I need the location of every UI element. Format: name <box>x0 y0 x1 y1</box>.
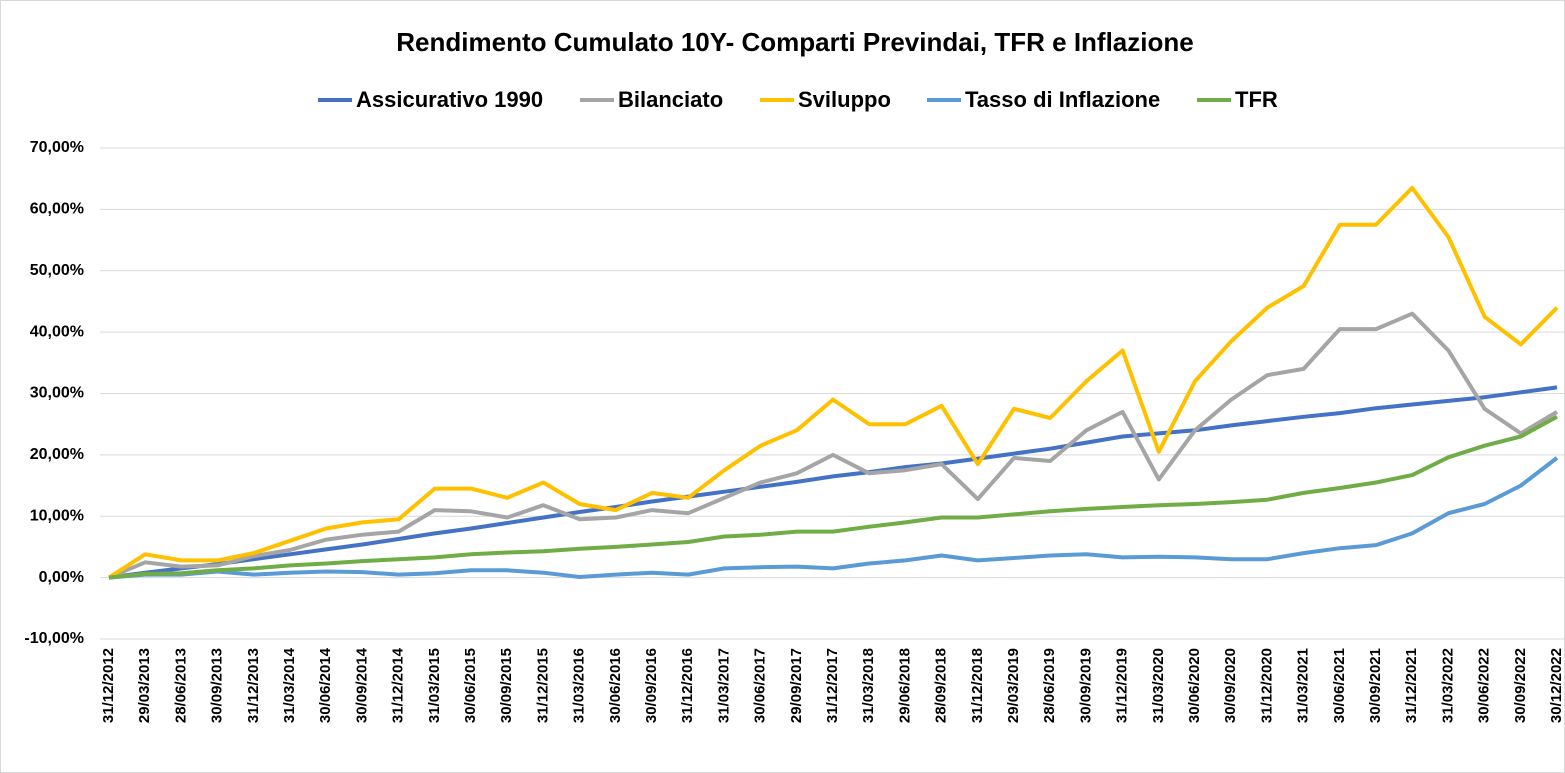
x-tick-label: 31/12/2013 <box>245 648 262 723</box>
y-tick-label: 30,00% <box>30 385 84 402</box>
x-tick-label: 30/09/2015 <box>498 648 515 723</box>
series-line <box>108 385 1558 580</box>
x-tick-label: 31/03/2022 <box>1439 648 1456 723</box>
x-tick-label: 31/12/2019 <box>1114 648 1131 723</box>
x-tick-label: 31/03/2016 <box>571 648 588 723</box>
y-tick-label: 60,00% <box>30 201 84 218</box>
legend-label: Tasso di Inflazione <box>965 87 1160 112</box>
x-tick-label: 30/09/2022 <box>1512 648 1529 723</box>
x-tick-label: 30/09/2020 <box>1222 648 1239 723</box>
x-tick-label: 30/06/2016 <box>607 648 624 723</box>
x-tick-label: 31/03/2014 <box>281 647 298 723</box>
x-tick-label: 30/09/2021 <box>1367 648 1384 723</box>
x-tick-label: 31/03/2021 <box>1295 648 1312 723</box>
x-tick-label: 30/09/2014 <box>353 647 370 723</box>
series-line <box>108 456 1559 580</box>
x-tick-label: 30/06/2015 <box>462 648 479 723</box>
x-tick-label: 30/06/2021 <box>1331 648 1348 723</box>
series-line <box>108 311 1559 580</box>
x-tick-label: 31/12/2020 <box>1258 648 1275 723</box>
y-tick-label: 50,00% <box>30 262 84 279</box>
x-tick-label: 29/03/2013 <box>136 648 153 723</box>
x-tick-label: 29/09/2017 <box>788 648 805 723</box>
x-tick-label: 31/12/2021 <box>1403 648 1420 723</box>
x-tick-label: 30/06/2017 <box>752 648 769 723</box>
y-tick-label: 0,00% <box>39 569 84 586</box>
series-line <box>108 415 1558 580</box>
legend-label: Assicurativo 1990 <box>356 87 543 112</box>
x-tick-label: 30/06/2020 <box>1186 648 1203 723</box>
y-tick-label: 10,00% <box>30 507 84 524</box>
x-tick-label: 30/06/2022 <box>1476 648 1493 723</box>
x-tick-label: 31/12/2016 <box>679 648 696 723</box>
x-tick-label: 31/12/2015 <box>534 648 551 723</box>
x-tick-label: 31/03/2017 <box>715 648 732 723</box>
x-tick-label: 29/06/2018 <box>896 648 913 723</box>
x-tick-label: 28/06/2019 <box>1041 648 1058 723</box>
x-tick-label: 30/12/2022 <box>1548 648 1565 723</box>
y-tick-label: 70,00% <box>30 139 84 156</box>
chart-title: Rendimento Cumulato 10Y- Comparti Previn… <box>396 27 1193 57</box>
x-tick-label: 31/12/2012 <box>100 648 117 723</box>
x-tick-label: 31/03/2018 <box>860 648 877 723</box>
x-tick-label: 30/09/2013 <box>209 648 226 723</box>
y-tick-label: -10,00% <box>24 630 84 647</box>
x-tick-label: 28/06/2013 <box>172 648 189 723</box>
legend-label: Bilanciato <box>618 87 723 112</box>
x-tick-label: 28/09/2018 <box>933 648 950 723</box>
y-tick-label: 20,00% <box>30 446 84 463</box>
x-tick-label: 30/09/2019 <box>1077 648 1094 723</box>
y-tick-label: 40,00% <box>30 323 84 340</box>
x-tick-label: 31/03/2020 <box>1150 648 1167 723</box>
x-tick-label: 31/12/2014 <box>390 647 407 723</box>
x-tick-label: 29/03/2019 <box>1005 648 1022 723</box>
legend-label: TFR <box>1235 87 1278 112</box>
x-tick-label: 30/06/2014 <box>317 647 334 723</box>
x-tick-label: 31/12/2018 <box>969 648 986 723</box>
x-tick-label: 31/03/2015 <box>426 648 443 723</box>
series-line <box>107 185 1559 580</box>
x-tick-label: 31/12/2017 <box>824 648 841 723</box>
x-tick-label: 30/09/2016 <box>643 648 660 723</box>
legend-label: Sviluppo <box>798 87 891 112</box>
